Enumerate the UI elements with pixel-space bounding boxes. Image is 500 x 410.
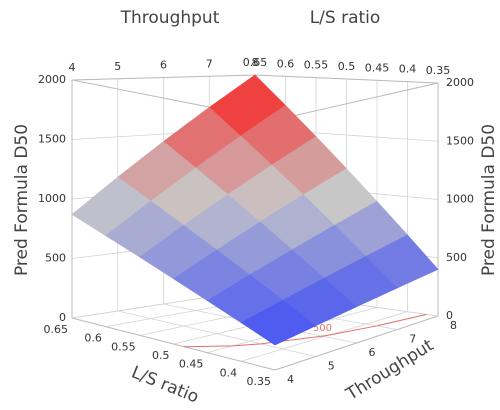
z-tick-label: 2000 [446,76,474,89]
z-tick-label: 500 [446,251,467,264]
y-tick-label: 0.4 [399,63,417,76]
y-tick-label: 0.45 [179,358,204,371]
z-tick-label: 1500 [38,133,66,146]
y-axis-title-top: L/S ratio [310,8,381,28]
y-tick-label: 0.6 [277,57,295,70]
y-tick-label: 0.35 [426,64,451,77]
contour-line [184,313,427,348]
x-tick-label: 8 [252,56,259,69]
x-tick-label: 4 [69,61,76,74]
contour-label: 500 [313,323,332,334]
z-axis-title-right: Pred Formula D50 [479,124,499,276]
x-tick-label: 6 [369,346,376,359]
z-axis-title-left: Pred Formula D50 [12,124,32,276]
y-tick-label: 0.65 [243,56,268,69]
z-tick-label: 500 [45,252,66,265]
y-tick-label: 0.6 [84,332,102,345]
y-tick-label: 0.5 [152,349,170,362]
surface-patch [240,299,317,346]
x-tick-label: 7 [409,333,416,346]
x-tick-label: 6 [160,59,167,72]
x-tick-label: 7 [206,57,213,70]
y-tick-label: 0.55 [111,340,136,353]
y-tick-label: 0.35 [247,375,272,388]
z-tick-label: 0 [446,309,453,322]
x-axis-title-bottom: Throughput [342,335,437,405]
y-tick-label: 0.45 [365,61,390,74]
y-tick-label: 0.5 [338,60,356,73]
z-tick-label: 1500 [446,134,474,147]
y-tick-label: 0.55 [304,59,329,72]
z-tick-label: 0 [59,311,66,324]
x-tick-label: 5 [114,60,121,73]
x-tick-label: 4 [287,373,294,386]
y-tick-label: 0.4 [220,366,238,379]
z-tick-label: 1000 [38,192,66,205]
z-tick-label: 1000 [446,193,474,206]
x-tick-label: 8 [450,319,457,332]
y-tick-label: 0.65 [44,323,69,336]
x-tick-label: 5 [328,360,335,373]
x-axis-title-top: Throughput [120,8,220,28]
z-tick-label: 2000 [38,73,66,86]
